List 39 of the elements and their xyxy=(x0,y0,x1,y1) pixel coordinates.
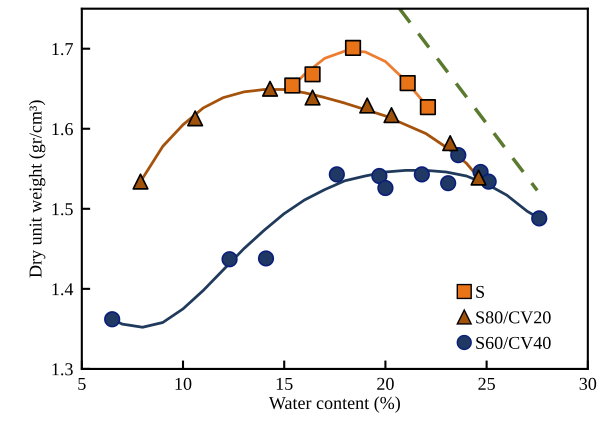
legend-label: S60/CV40 xyxy=(476,336,551,350)
point xyxy=(258,250,274,267)
x-tick-label: 25 xyxy=(478,378,495,390)
point xyxy=(132,173,149,190)
y-tick-label: 1.4 xyxy=(52,283,74,296)
point xyxy=(442,135,458,152)
x-tick-label: 10 xyxy=(176,378,192,390)
y-axis-title: Dry unit weight (gr/cm³) xyxy=(28,100,46,278)
y-tick-label: 1.7 xyxy=(52,43,73,56)
point xyxy=(371,168,388,184)
point xyxy=(383,107,400,124)
y-tick-label: 1.5 xyxy=(52,203,73,216)
point xyxy=(221,251,238,268)
y-tick-label: 1.3 xyxy=(52,363,73,376)
legend-label: S xyxy=(476,286,484,298)
point xyxy=(304,66,321,82)
x-axis-title: Water content (%) xyxy=(268,396,400,413)
point xyxy=(400,75,416,92)
point xyxy=(470,169,487,186)
point xyxy=(420,99,436,116)
point xyxy=(284,77,300,94)
point xyxy=(450,147,466,164)
x-tick-label: 15 xyxy=(276,378,293,390)
legend-label: S80/CV20 xyxy=(476,311,551,324)
point xyxy=(414,166,430,182)
point xyxy=(187,110,204,126)
point xyxy=(304,89,321,106)
point xyxy=(377,180,394,196)
x-tick-label: 30 xyxy=(580,378,596,390)
x-tick-label: 20 xyxy=(377,378,394,390)
point xyxy=(104,311,120,328)
point xyxy=(328,166,345,182)
point xyxy=(440,175,456,192)
y-tick-label: 1.6 xyxy=(52,123,73,136)
point xyxy=(344,40,362,56)
point xyxy=(531,210,548,227)
x-tick-label: 5 xyxy=(78,378,86,390)
point xyxy=(262,80,278,97)
point xyxy=(359,97,376,114)
